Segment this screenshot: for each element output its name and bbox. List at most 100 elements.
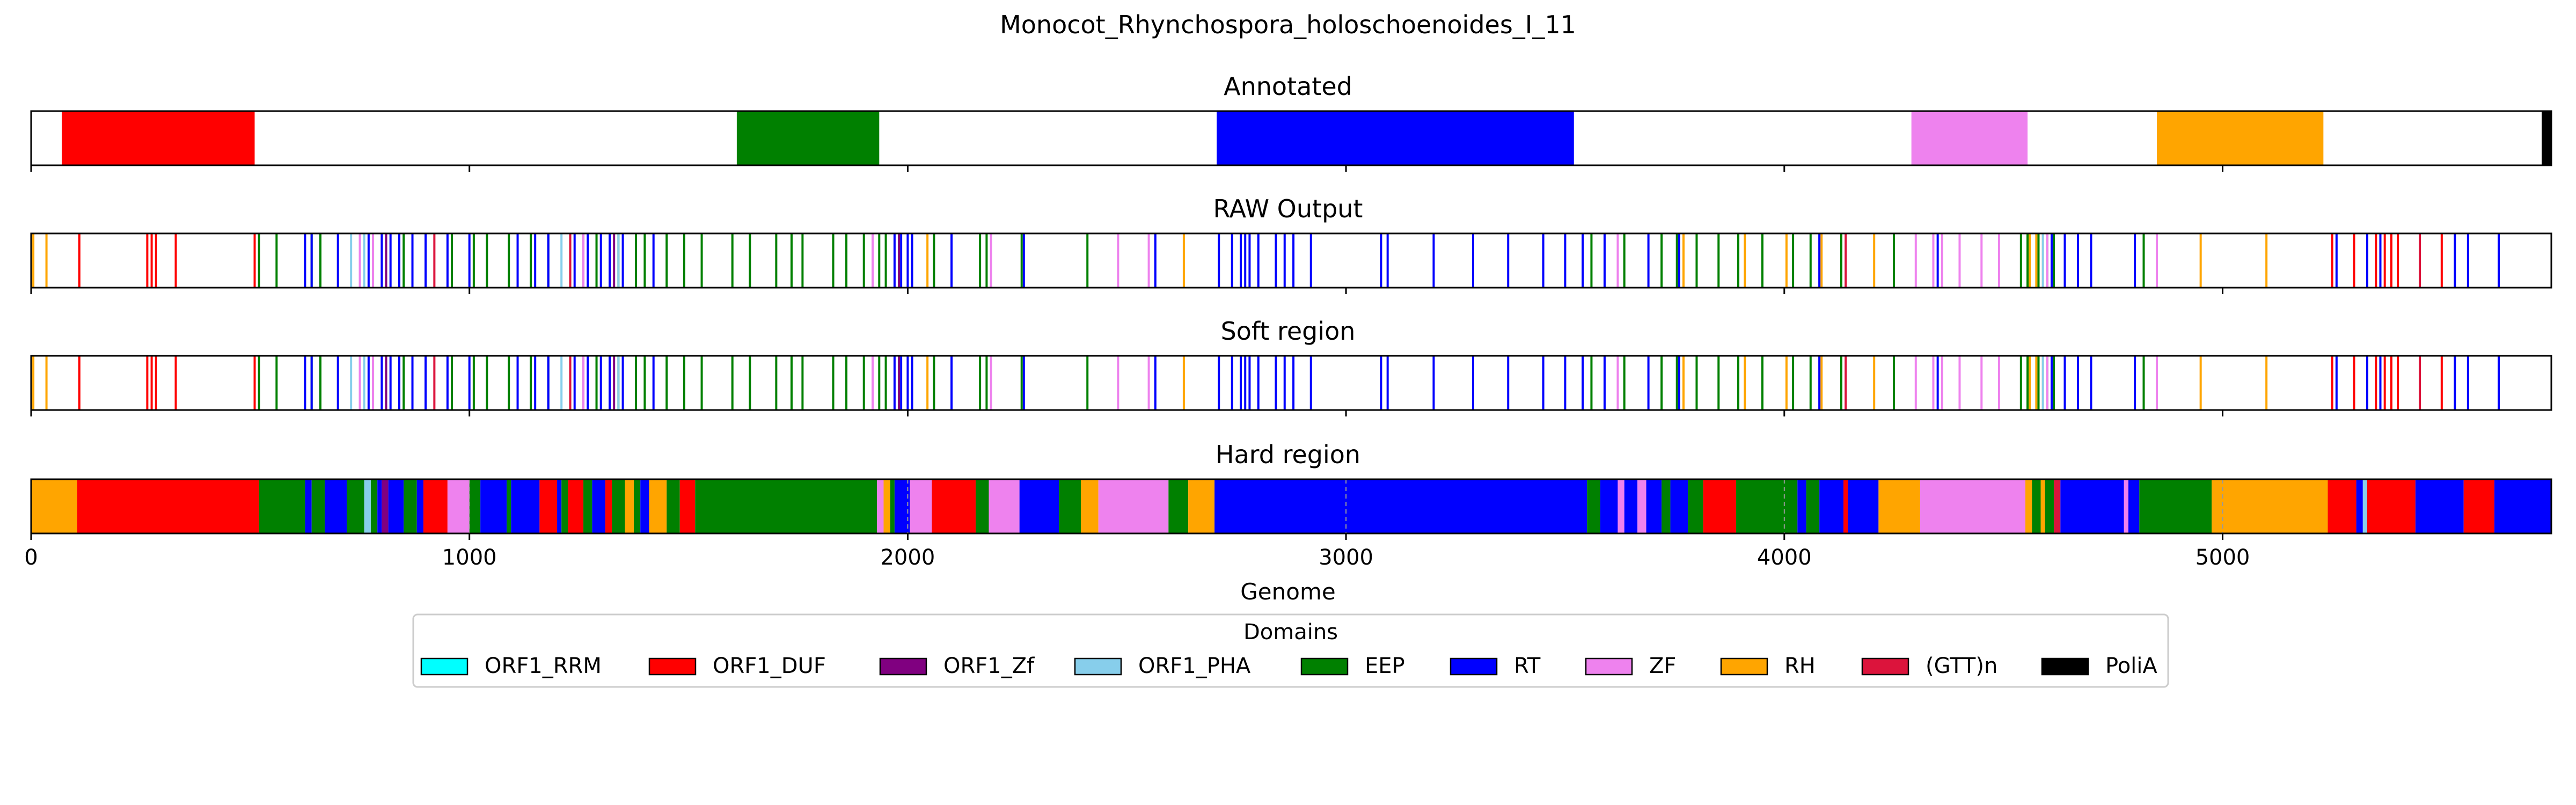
segment-rh <box>883 479 890 533</box>
panel-marks-hard-region <box>31 479 2551 533</box>
x-tick-labels: 0 1000 2000 3000 4000 5000 <box>24 545 2250 570</box>
segment-rh <box>2040 479 2045 533</box>
segment-eep <box>1688 479 1703 533</box>
segment-rt <box>325 479 347 533</box>
panel-frame-hard-region <box>30 478 2552 535</box>
segment-rt <box>592 479 605 533</box>
segment-rt <box>1019 479 1059 533</box>
segment-rh <box>625 479 634 533</box>
legend-swatch-eep <box>1300 657 1349 676</box>
segment-orf1-duf <box>62 111 255 165</box>
legend-swatch-rt <box>1450 657 1498 676</box>
segment-rt <box>1797 479 1806 533</box>
segment-orf1-duf <box>2463 479 2494 533</box>
segment-rt <box>305 479 312 533</box>
x-tick-label: 3000 <box>1319 545 1373 570</box>
panel-raw-output: RAW Output <box>30 194 2552 294</box>
segment-zf <box>1920 479 2025 533</box>
legend-label-zf: ZF <box>1649 654 1676 678</box>
legend-label-rt: RT <box>1514 654 1541 678</box>
panel-ticks-hard-region <box>30 533 2223 540</box>
panel-frame-raw-output <box>30 232 2552 289</box>
panel-marks-soft-region <box>32 356 2500 410</box>
segment-eep <box>975 479 989 533</box>
segment-zf <box>1637 479 1646 533</box>
legend-label-rh: RH <box>1784 654 1816 678</box>
segment-eep <box>695 479 877 533</box>
segment-eep <box>667 479 680 533</box>
segment-orf1-zf <box>382 479 389 533</box>
segment-rh <box>1080 479 1099 533</box>
segment-eep <box>1806 479 1820 533</box>
segment-orf1-pha <box>364 479 371 533</box>
segment-rt <box>416 479 423 533</box>
segment-orf1-pha <box>2362 479 2367 533</box>
legend-swatch-zf <box>1585 657 1633 676</box>
segment-rh <box>2025 479 2032 533</box>
segment-orf1-duf <box>568 479 584 533</box>
segment-eep <box>633 479 641 533</box>
segment-rh <box>1188 479 1215 533</box>
legend-label-orf1-zf: ORF1_Zf <box>943 654 1035 678</box>
panel-title-hard-region: Hard region <box>1216 440 1360 469</box>
panel-frame-soft-region <box>30 355 2552 411</box>
legend-swatch-orf1-duf <box>648 657 697 676</box>
panel-hard-region: Hard region 0 1000 2000 3000 4000 5000 Genome <box>24 440 2552 605</box>
legend-swatch-polia <box>2041 657 2089 676</box>
segment-rh <box>1878 479 1920 533</box>
segment-eep <box>1736 479 1798 533</box>
segment-eep <box>507 479 511 533</box>
panel-soft-region: Soft region <box>30 317 2552 416</box>
segment-rt <box>2128 479 2140 533</box>
legend-swatch-orf1-rrm <box>420 657 469 676</box>
panel-grid-hard-region <box>469 479 2223 533</box>
panel-title-raw-output: RAW Output <box>1213 194 1363 223</box>
legend: Domains ORF1_RRM ORF1_DUF ORF1_Zf ORF1_PHA E… <box>412 613 2169 688</box>
segment-polia <box>2542 111 2551 165</box>
legend-label-orf1-rrm: ORF1_RRM <box>485 654 602 678</box>
segment-eep <box>583 479 592 533</box>
x-tick-label: 2000 <box>880 545 935 570</box>
panel-marks-annotated <box>62 111 2551 165</box>
panel-title-annotated: Annotated <box>1224 72 1352 101</box>
segment-orf1-duf <box>77 479 259 533</box>
legend-swatch-orf1-zf <box>879 657 927 676</box>
panel-marks-raw-output <box>32 233 2500 288</box>
legend-label-polia: PoliA <box>2105 654 2157 678</box>
segment-eep <box>1587 479 1600 533</box>
panel-annotated: Annotated <box>30 72 2552 172</box>
legend-label-orf1-pha: ORF1_PHA <box>1138 654 1251 678</box>
segment-rt <box>1819 479 1844 533</box>
segment-orf1-duf <box>2367 479 2416 533</box>
segment-rt <box>2415 479 2464 533</box>
segment-eep <box>1059 479 1081 533</box>
segment-zf <box>2124 479 2128 533</box>
segment-rt <box>480 479 507 533</box>
x-tick-label: 5000 <box>2196 545 2250 570</box>
segment-rt <box>2060 479 2124 533</box>
x-tick-label: 1000 <box>442 545 497 570</box>
segment-rh <box>31 479 77 533</box>
segment-eep <box>2045 479 2054 533</box>
segment-rt <box>1624 479 1638 533</box>
legend-label-gtt-n: (GTT)n <box>1926 654 1997 678</box>
figure-title: Monocot_Rhynchospora_holoschoenoides_I_1… <box>1000 10 1576 39</box>
x-tick-label: 0 <box>24 545 38 570</box>
segment-rt <box>2494 479 2551 533</box>
legend-swatch-gtt-n <box>1861 657 1909 676</box>
legend-swatch-orf1-pha <box>1074 657 1122 676</box>
segment-rh <box>649 479 667 533</box>
segment-eep <box>1662 479 1671 533</box>
segment-eep <box>736 111 880 165</box>
segment-orf1-duf <box>1703 479 1736 533</box>
panel-title-soft-region: Soft region <box>1221 317 1356 346</box>
legend-swatch-rh <box>1720 657 1768 676</box>
segment-rt <box>1214 479 1587 533</box>
segment-rt <box>511 479 540 533</box>
segment-eep <box>2032 479 2041 533</box>
segment-orf1-duf <box>932 479 976 533</box>
segment-orf1-duf <box>1843 479 1848 533</box>
segment-eep <box>311 479 325 533</box>
segment-rt <box>1600 479 1618 533</box>
